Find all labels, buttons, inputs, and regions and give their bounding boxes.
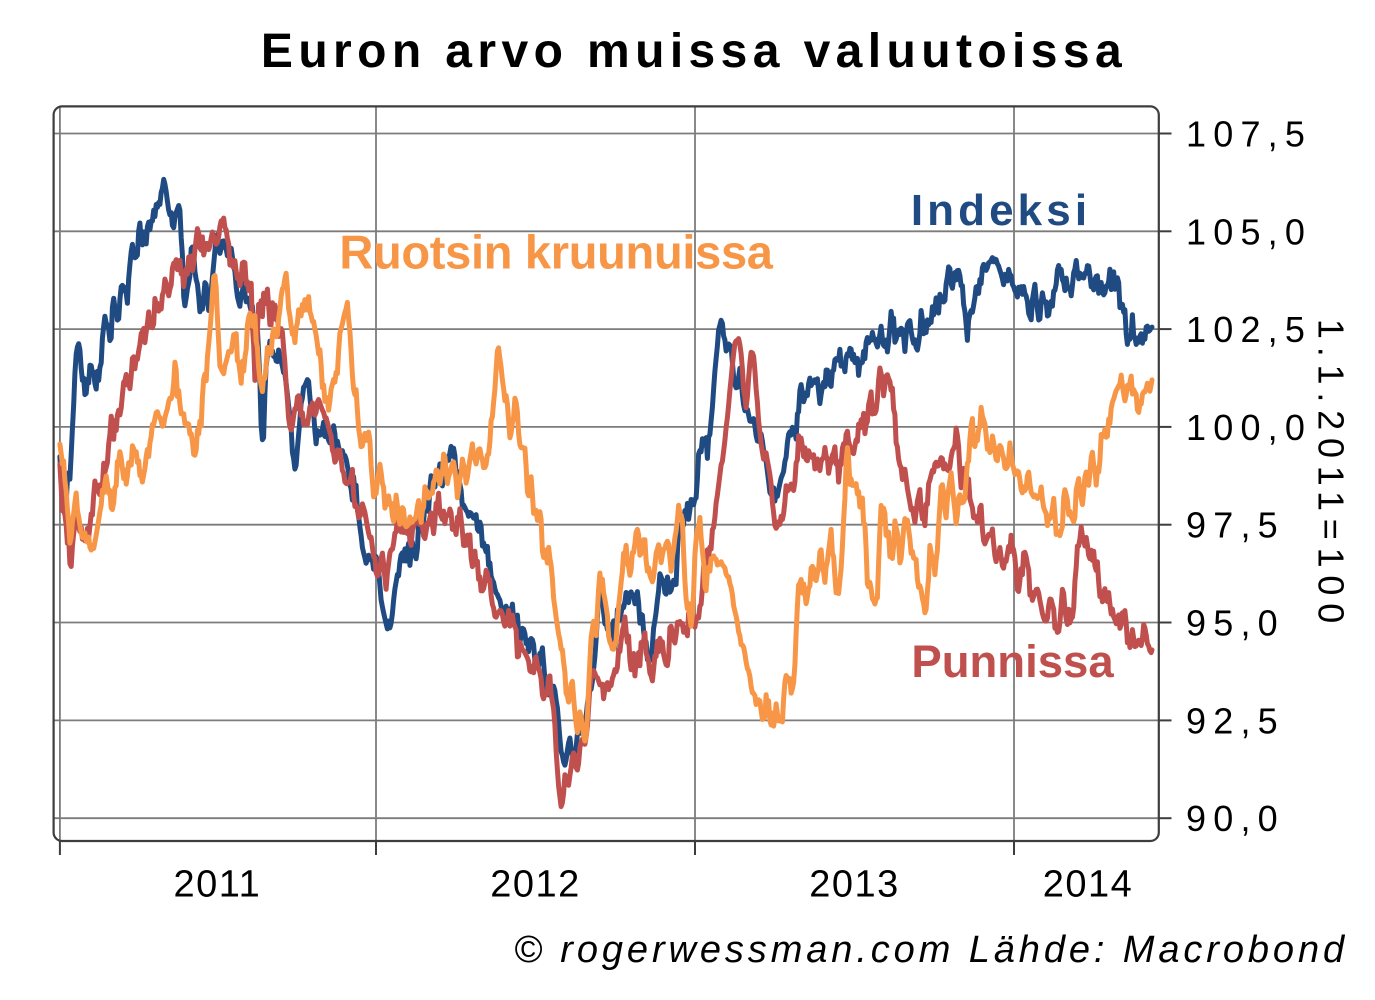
svg-text:102,5: 102,5 (1186, 309, 1312, 350)
svg-text:97,5: 97,5 (1186, 505, 1285, 546)
svg-text:105,0: 105,0 (1186, 211, 1312, 252)
svg-text:2012: 2012 (490, 864, 581, 906)
svg-text:2011: 2011 (174, 864, 262, 906)
svg-text:Ruotsin kruunuissa: Ruotsin kruunuissa (339, 226, 773, 279)
svg-text:2014: 2014 (1043, 864, 1134, 906)
svg-text:2013: 2013 (809, 864, 900, 906)
svg-text:Indeksi: Indeksi (911, 186, 1091, 235)
svg-text:Euron arvo muissa valuutoissa: Euron arvo muissa valuutoissa (261, 25, 1127, 78)
svg-text:92,5: 92,5 (1186, 700, 1285, 741)
svg-text:107,5: 107,5 (1186, 114, 1312, 155)
svg-text:90,0: 90,0 (1186, 798, 1285, 839)
svg-text:Punnissa: Punnissa (911, 636, 1114, 687)
svg-text:1.1.2011=100: 1.1.2011=100 (1311, 319, 1352, 631)
svg-text:© rogerwessman.com Lähde: Macr: © rogerwessman.com Lähde: Macrobond (514, 929, 1348, 971)
svg-text:95,0: 95,0 (1186, 603, 1285, 644)
svg-text:100,0: 100,0 (1186, 407, 1312, 448)
